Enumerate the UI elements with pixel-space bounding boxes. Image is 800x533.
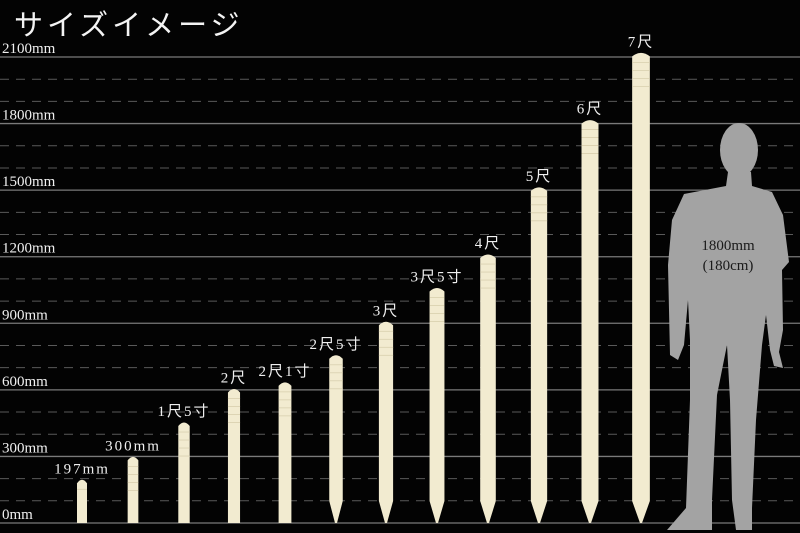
stake-label: 2尺: [221, 370, 248, 387]
stake-label: 4尺: [475, 235, 502, 252]
stake-label: 1尺5寸: [157, 403, 210, 420]
y-tick-label: 1800mm: [2, 108, 56, 124]
human-head: [720, 123, 758, 177]
stake-bar: [480, 254, 496, 523]
stake-label: 197mm: [54, 461, 110, 477]
stake-bar: [581, 120, 599, 523]
chart-title: サイズイメージ: [14, 8, 244, 42]
stake-bar: [378, 321, 394, 523]
stake-bar: [278, 382, 292, 523]
stake-label: 2尺1寸: [258, 363, 311, 380]
stake-bar: [530, 187, 548, 524]
stake-label: 6尺: [577, 101, 604, 118]
y-tick-label: 600mm: [2, 374, 48, 390]
stake-bar: [227, 389, 241, 523]
stake-label: 3尺5寸: [410, 269, 463, 286]
stake-bar: [429, 288, 445, 523]
y-tick-label: 0mm: [2, 507, 33, 523]
human-height-label-cm: (180cm): [703, 258, 754, 274]
y-tick-label: 300mm: [2, 440, 48, 456]
stake-label: 2尺5寸: [309, 336, 362, 353]
y-tick-label: 1200mm: [2, 241, 56, 257]
human-body: [667, 172, 789, 530]
stake-bar: [178, 422, 190, 523]
y-tick-label: 900mm: [2, 307, 48, 323]
stake-bar: [127, 456, 139, 523]
stake-bar: [632, 52, 650, 524]
stake-label: 3尺: [373, 302, 400, 319]
human-height-label: 1800mm: [701, 238, 755, 254]
stake-bar: [77, 479, 87, 523]
y-tick-label: 1500mm: [2, 174, 56, 190]
stake-bar: [329, 355, 343, 523]
human-silhouette: 1800mm (180cm): [667, 123, 789, 530]
stake-label: 7尺: [628, 33, 655, 50]
y-tick-label: 2100mm: [2, 41, 56, 57]
stake-label: 5尺: [526, 168, 553, 185]
stake-label: 300mm: [105, 438, 161, 454]
